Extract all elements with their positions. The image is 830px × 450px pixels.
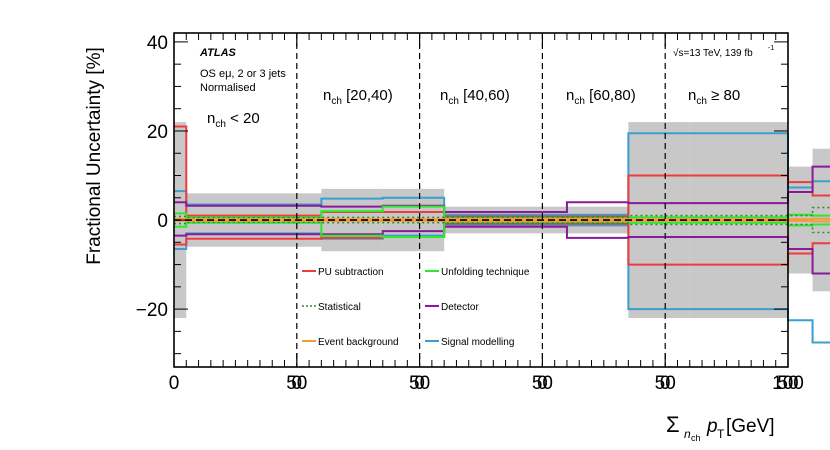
panel-label: nch [40,60): [440, 87, 510, 107]
y-tick-label: 0: [157, 211, 168, 232]
legend-label-pu: PU subtraction: [318, 267, 384, 278]
x-tick-label: 50: [286, 373, 307, 394]
x-tick-label: 50: [777, 373, 798, 394]
series-pu-up: [174, 125, 830, 218]
x-axis-label: Σ n ch p T [GeV]: [666, 412, 775, 443]
x-tick-label: 0: [537, 373, 548, 394]
normalised-label: Normalised: [200, 82, 256, 94]
y-tick-label: 20: [147, 122, 168, 143]
x-label-p-sub: T: [717, 427, 725, 441]
x-tick-label: 50: [532, 373, 553, 394]
panel-label: nch ≥ 80: [688, 87, 740, 107]
x-label-sigma: Σ: [666, 412, 680, 437]
energy-text: √s=13 TeV, 139 fb: [673, 47, 753, 59]
energy-label: √s=13 TeV, 139 fb -1: [673, 45, 774, 59]
x-label-p: p: [706, 416, 718, 437]
x-tick-label: 0: [169, 373, 180, 394]
panel-label: nch [60,80): [566, 87, 636, 107]
x-tick-label: 0: [292, 373, 303, 394]
atlas-label: ATLAS: [199, 47, 237, 59]
x-label-sub-ch: ch: [691, 433, 701, 443]
y-axis-label: Fractional Uncertainty [%]: [84, 47, 105, 265]
legend: PU subtraction Unfolding technique Statist…: [302, 267, 530, 348]
legend-label-det: Detector: [441, 302, 479, 313]
panel-label: nch [20,40): [323, 87, 393, 107]
y-tick-label: 40: [147, 33, 168, 54]
y-tick-label: −20: [136, 300, 168, 321]
legend-label-bkg: Event background: [318, 337, 399, 348]
series-stat-down: [174, 221, 830, 234]
x-tick-label: 50: [409, 373, 430, 394]
x-tick-label: 50: [655, 373, 676, 394]
x-tick-label-last: 100: [772, 373, 804, 394]
x-tick-label: 0: [414, 373, 425, 394]
total-band-bin: [812, 148, 830, 292]
legend-label-sig: Signal modelling: [441, 337, 514, 348]
legend-label-stat: Statistical: [318, 302, 361, 313]
energy-superscript: -1: [768, 45, 774, 52]
panel-label: nch < 20: [207, 110, 260, 130]
x-label-unit: [GeV]: [726, 416, 775, 437]
series-stat-up: [174, 206, 830, 219]
legend-label-unf: Unfolding technique: [441, 267, 530, 278]
x-label-sub-n: n: [684, 427, 691, 441]
panel-dividers: [174, 33, 788, 367]
selection-label: OS eμ, 2 or 3 jets: [200, 68, 286, 80]
x-tick-label: 0: [660, 373, 671, 394]
panel-labels: nch < 20 nch [20,40) nch [40,60) nch [60,80…: [207, 87, 740, 130]
